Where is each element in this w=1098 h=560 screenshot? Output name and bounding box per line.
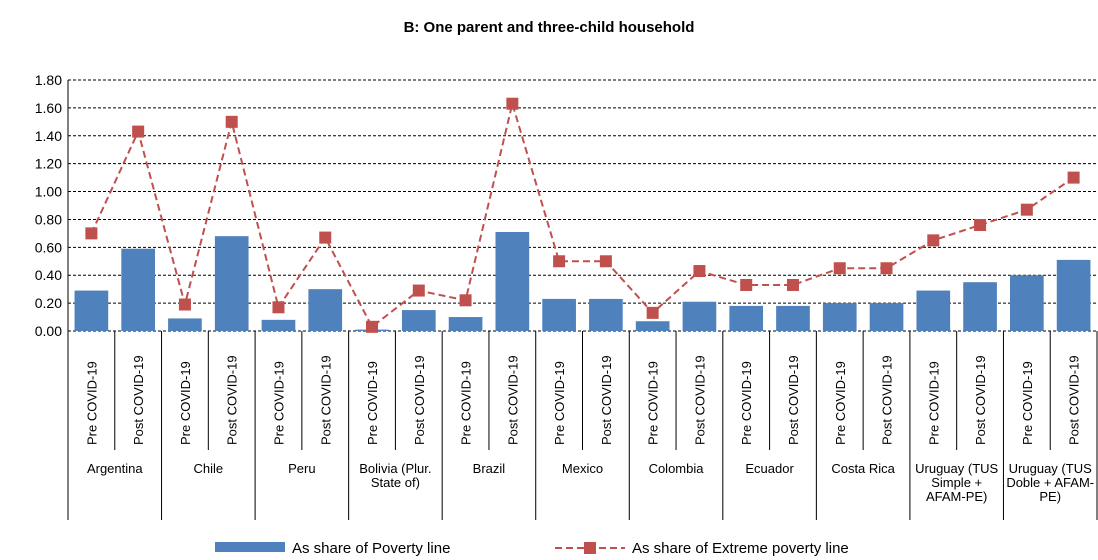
bar [682, 301, 717, 331]
x-tick-label: Pre COVID-19 [365, 361, 380, 445]
marker [786, 278, 799, 291]
bar [261, 319, 296, 331]
group-label: Argentina [86, 461, 143, 476]
legend-marker [584, 542, 596, 554]
x-tick-label: Pre COVID-19 [739, 361, 754, 445]
y-tick-label: 0.40 [35, 267, 62, 283]
x-tick-label: Pre COVID-19 [833, 361, 848, 445]
x-tick-label: Pre COVID-19 [646, 361, 661, 445]
marker [740, 278, 753, 291]
marker [1067, 171, 1080, 184]
y-tick-label: 0.60 [35, 239, 62, 255]
marker [833, 262, 846, 275]
marker [178, 298, 191, 311]
y-tick-label: 1.20 [35, 156, 62, 172]
x-tick-label: Pre COVID-19 [271, 361, 286, 445]
marker [506, 97, 519, 110]
bar [869, 303, 904, 331]
marker [880, 262, 893, 275]
marker [85, 227, 98, 240]
bar [916, 290, 951, 331]
marker [1020, 203, 1033, 216]
bar [401, 310, 436, 331]
x-tick-label: Post COVID-19 [1067, 355, 1082, 445]
marker [553, 255, 566, 268]
marker [459, 294, 472, 307]
x-tick-label: Post COVID-19 [412, 355, 427, 445]
group-label: Uruguay (TUS Simple + AFAM-PE) [915, 461, 999, 504]
bar [168, 318, 202, 331]
group-label: Ecuador [745, 461, 794, 476]
bar [448, 317, 483, 331]
x-tick-label: Pre COVID-19 [552, 361, 567, 445]
bar [963, 282, 997, 331]
chart-title: B: One parent and three-child household [404, 19, 695, 36]
bar [542, 298, 576, 331]
x-tick-label: Post COVID-19 [318, 355, 333, 445]
bar [121, 248, 155, 331]
x-tick-label: Post COVID-19 [973, 355, 988, 445]
group-label: Costa Rica [831, 461, 895, 476]
bar [74, 290, 109, 331]
y-tick-label: 0.80 [35, 211, 62, 227]
marker [225, 115, 238, 128]
marker [646, 306, 659, 319]
x-tick-label: Pre COVID-19 [178, 361, 193, 445]
y-tick-label: 1.80 [35, 72, 62, 88]
marker [693, 265, 706, 278]
bar [635, 321, 670, 331]
bar [1010, 275, 1044, 331]
x-tick-label: Post COVID-19 [599, 355, 614, 445]
line [90, 99, 1075, 329]
x-tick-label: Post COVID-19 [692, 355, 707, 445]
bar [308, 289, 343, 331]
legend-label: As share of Extreme poverty line [632, 540, 849, 557]
marker [927, 234, 940, 247]
marker [272, 301, 285, 314]
x-tick-label: Pre COVID-19 [459, 361, 474, 445]
bar [214, 236, 249, 331]
group-label: Colombia [648, 461, 704, 476]
bar [1056, 259, 1091, 331]
bar [729, 305, 764, 331]
group-label: Bolivia (Plur. State of) [359, 461, 432, 490]
y-tick-label: 1.00 [35, 184, 62, 200]
x-tick-label: Post COVID-19 [786, 355, 801, 445]
bar [589, 298, 623, 331]
marker [319, 231, 332, 244]
legend-swatch [215, 542, 285, 552]
y-tick-label: 0.00 [35, 323, 62, 339]
marker [366, 320, 379, 333]
x-tick-label: Post COVID-19 [880, 355, 895, 445]
bar [822, 303, 857, 331]
y-tick-label: 1.40 [35, 128, 62, 144]
group-label: Uruguay (TUS Doble + AFAM-PE) [1006, 461, 1095, 504]
x-tick-label: Post COVID-19 [131, 355, 146, 445]
group-label: Mexico [561, 461, 604, 476]
y-tick-label: 0.20 [35, 295, 62, 311]
marker [599, 255, 612, 268]
x-tick-label: Post COVID-19 [225, 355, 240, 445]
group-label: Chile [193, 461, 224, 476]
x-tick-label: Pre COVID-19 [926, 361, 941, 445]
marker [132, 125, 145, 138]
y-tick-label: 1.60 [35, 100, 62, 116]
legend-label: As share of Poverty line [292, 540, 450, 557]
marker [974, 219, 987, 232]
marker [412, 284, 425, 297]
x-tick-label: Pre COVID-19 [84, 361, 99, 445]
bar [776, 305, 810, 331]
x-tick-label: Post COVID-19 [505, 355, 520, 445]
group-label: Brazil [472, 461, 506, 476]
bar [495, 231, 530, 331]
x-tick-label: Pre COVID-19 [1020, 361, 1035, 445]
group-label: Peru [288, 461, 316, 476]
